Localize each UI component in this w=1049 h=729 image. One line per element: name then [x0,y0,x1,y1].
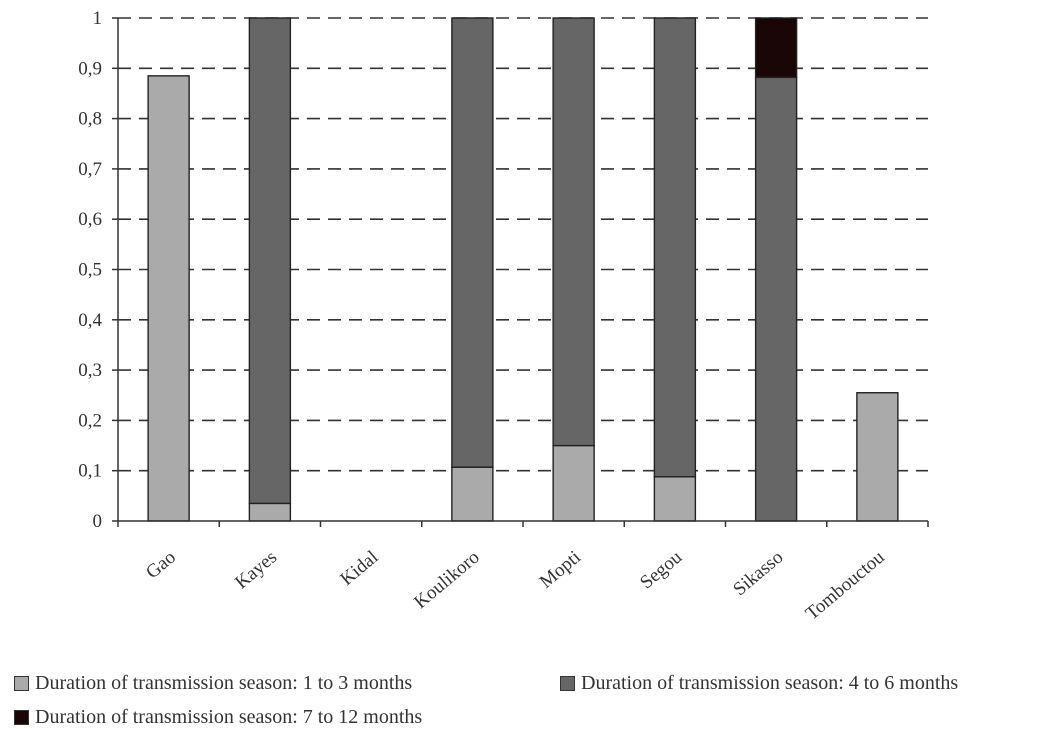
bar-segment-kayes [248,502,292,522]
bar-segment-tombouctou [856,392,899,522]
legend-swatch [560,676,575,691]
bar-segment-sikasso [754,76,798,522]
x-category-label: Gao [142,547,180,583]
legend: Duration of transmission season: 1 to 3 … [14,668,1044,728]
gridlines [118,17,928,472]
bar-segment-gao [147,75,190,522]
legend-label: Duration of transmission season: 7 to 12… [35,706,423,728]
y-tick-label: 0,4 [78,310,102,331]
bar-segment-kayes [248,17,292,505]
legend-label: Duration of transmission season: 4 to 6 … [581,672,959,694]
x-category-label: Mopti [536,547,585,593]
y-tick-label: 0,7 [78,159,102,180]
legend-item-7-12-months: Duration of transmission season: 7 to 12… [14,706,422,729]
x-category-label: Tombouctou [802,546,889,624]
legend-swatch [14,710,29,725]
y-tick-label: 0,8 [78,109,102,130]
bar-segment-mopti [552,17,595,447]
bar-segment-segou [653,476,697,522]
y-tick-label: 0 [93,511,103,532]
y-axis-ticks: 0 0,1 0,2 0,3 0,4 0,5 0,6 0,7 0,8 0,9 1 [78,8,118,532]
legend-label: Duration of transmission season: 1 to 3 … [35,672,413,694]
x-category-label: Kidal [336,547,382,590]
bar-segment-koulikoro [451,466,494,522]
bar-segment-segou [653,17,697,478]
x-category-label: Kayes [231,547,281,594]
bar-segment-mopti [552,444,595,522]
y-tick-label: 0,3 [78,360,102,381]
stacked-bar-chart: 0 0,1 0,2 0,3 0,4 0,5 0,6 0,7 0,8 0,9 1 Gao Kayes Ki… [78,8,929,624]
legend-swatch [14,676,29,691]
x-category-label: Sikasso [729,547,787,600]
legend-item-4-6-months: Duration of transmission season: 4 to 6 … [560,672,958,695]
bar-segment-sikasso [754,17,798,79]
y-tick-label: 0,9 [78,58,102,79]
y-tick-label: 0,2 [78,410,102,431]
y-tick-label: 1 [93,8,103,29]
axes [117,18,929,527]
x-category-label: Segou [636,546,686,593]
y-tick-label: 0,1 [78,461,102,482]
y-tick-label: 0,5 [78,260,102,281]
y-tick-label: 0,6 [78,209,102,230]
bar-segment-koulikoro [451,17,494,468]
x-category-label: Koulikoro [410,547,483,613]
bars [147,17,899,522]
legend-item-1-3-months: Duration of transmission season: 1 to 3 … [14,672,412,695]
x-axis-labels: Gao Kayes Kidal Koulikoro Mopti Segou Sikasso T… [142,546,889,624]
